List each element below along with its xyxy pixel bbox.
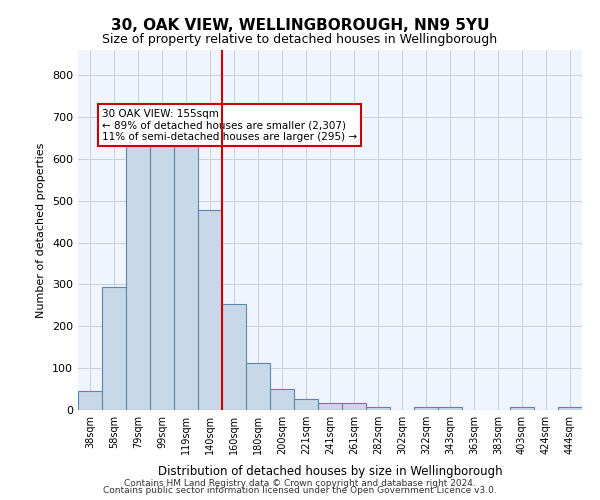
X-axis label: Distribution of detached houses by size in Wellingborough: Distribution of detached houses by size … <box>158 466 502 478</box>
Bar <box>222 304 246 410</box>
Bar <box>126 138 150 410</box>
Text: Size of property relative to detached houses in Wellingborough: Size of property relative to detached ho… <box>103 32 497 46</box>
Bar <box>414 406 438 410</box>
Bar <box>102 288 126 410</box>
Bar <box>78 391 102 410</box>
Text: Contains HM Land Registry data © Crown copyright and database right 2024.: Contains HM Land Registry data © Crown c… <box>124 478 476 488</box>
Bar <box>294 398 318 410</box>
Bar <box>318 404 342 410</box>
Bar <box>558 406 582 410</box>
Bar <box>246 362 270 410</box>
Text: Contains public sector information licensed under the Open Government Licence v3: Contains public sector information licen… <box>103 486 497 495</box>
Bar <box>174 134 198 410</box>
Y-axis label: Number of detached properties: Number of detached properties <box>37 142 46 318</box>
Bar <box>270 389 294 410</box>
Bar <box>366 406 390 410</box>
Text: 30 OAK VIEW: 155sqm
← 89% of detached houses are smaller (2,307)
11% of semi-det: 30 OAK VIEW: 155sqm ← 89% of detached ho… <box>102 108 357 142</box>
Text: 30, OAK VIEW, WELLINGBOROUGH, NN9 5YU: 30, OAK VIEW, WELLINGBOROUGH, NN9 5YU <box>111 18 489 32</box>
Bar <box>510 406 534 410</box>
Bar <box>342 404 366 410</box>
Bar <box>438 406 462 410</box>
Bar <box>198 210 222 410</box>
Bar <box>150 134 174 410</box>
